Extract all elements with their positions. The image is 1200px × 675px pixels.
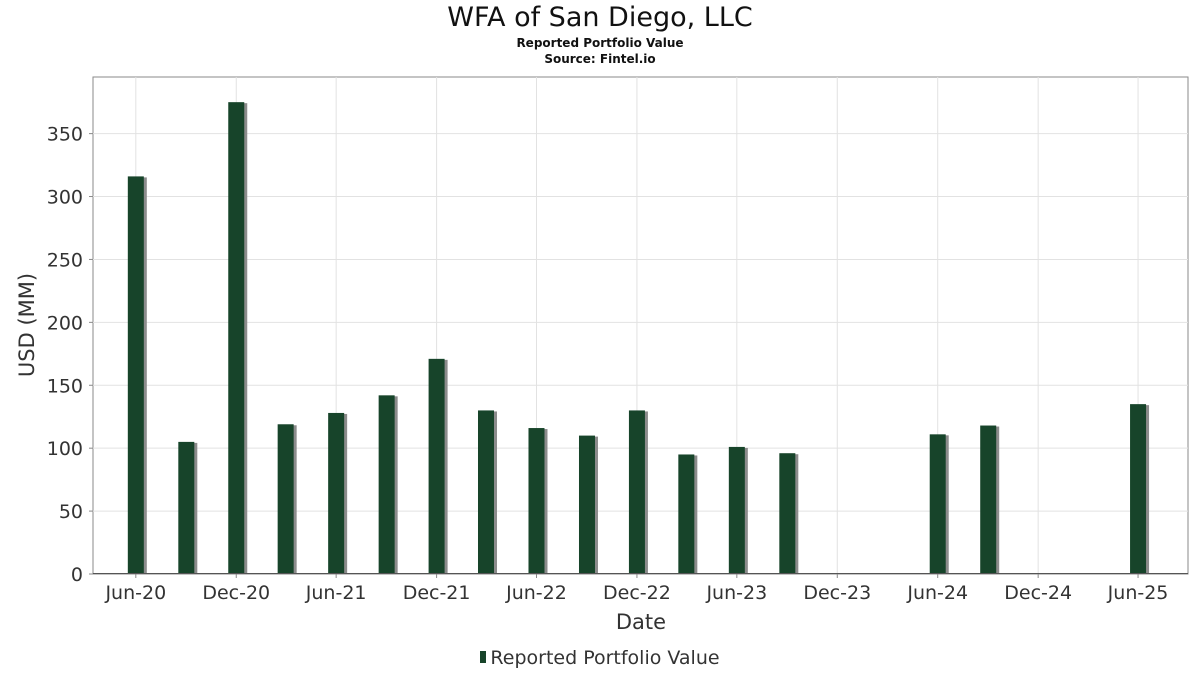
legend-label: Reported Portfolio Value [490,647,720,669]
y-tick-label: 100 [47,438,83,460]
y-tick-label: 300 [47,187,83,209]
chart-title: WFA of San Diego, LLC [447,2,753,33]
bars [127,102,1150,575]
bar [127,176,144,574]
x-tick-label: Dec-20 [202,582,270,604]
bar [929,434,946,574]
bar [1130,404,1147,574]
legend: Reported Portfolio Value [0,647,1200,669]
bar-chart: 0 50 100 150 200 250 300 350 Jun-20 Dec-20 Jun-21 D… [15,76,1189,634]
x-tick-label: Jun-22 [505,582,567,604]
x-tick-label: Jun-24 [906,582,968,604]
x-tick-label: Jun-21 [305,582,367,604]
y-tick-label: 350 [47,124,83,146]
x-tick-label: Dec-23 [803,582,871,604]
bar [578,435,595,574]
x-tick-label: Dec-21 [403,582,471,604]
y-tick-label: 0 [71,564,83,586]
bar [228,102,245,575]
bar [428,358,445,574]
x-tick-label: Jun-20 [104,582,166,604]
x-tick-label: Jun-25 [1107,582,1169,604]
y-tick-label: 200 [47,312,83,334]
x-tick-label: Dec-24 [1004,582,1072,604]
bar [779,453,796,574]
bar [328,412,345,574]
legend-swatch [480,650,487,663]
bar [178,441,195,574]
bar [728,446,745,574]
bar [528,428,545,574]
chart-source: Source: Fintel.io [544,52,656,66]
bar [980,425,997,574]
bar [277,424,294,574]
axes: 0 50 100 150 200 250 300 350 Jun-20 Dec-20 Jun-21 D… [47,124,1188,604]
x-axis-label: Date [616,610,666,634]
y-tick-label: 150 [47,375,83,397]
y-tick-label: 250 [47,249,83,271]
bar [678,454,695,574]
bar [477,410,494,574]
x-tick-label: Jun-23 [705,582,767,604]
x-tick-label: Dec-22 [603,582,671,604]
chart-subtitle: Reported Portfolio Value [516,36,684,50]
y-axis-label: USD (MM) [15,273,39,377]
y-tick-label: 50 [59,501,83,523]
bar [378,395,395,574]
bar [628,410,645,574]
